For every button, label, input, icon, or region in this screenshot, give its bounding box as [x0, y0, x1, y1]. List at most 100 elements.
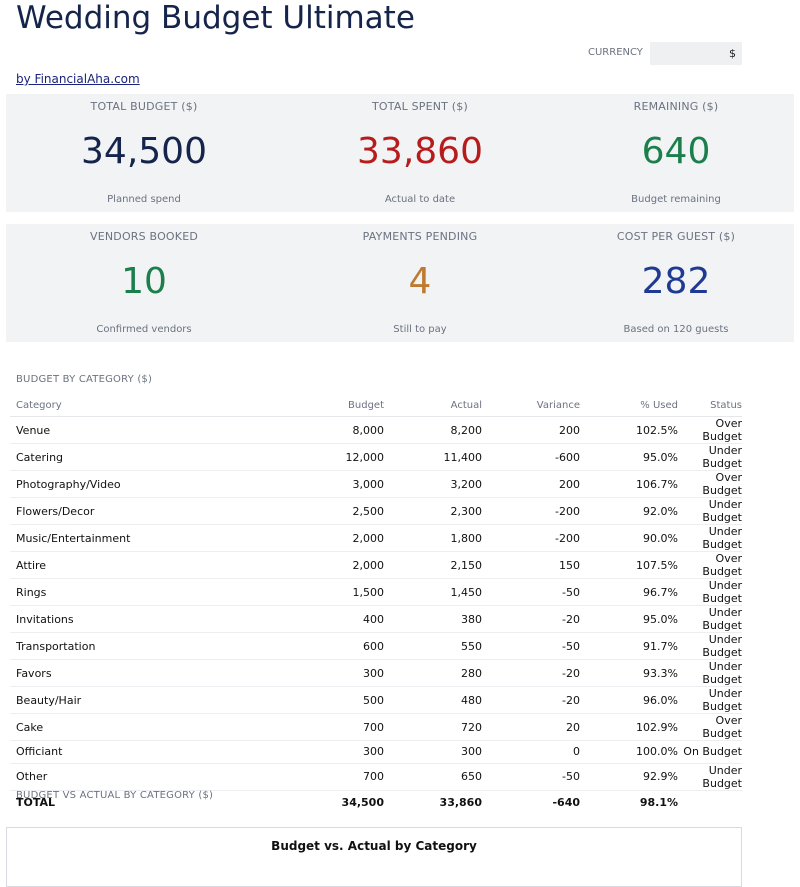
- cell-pct-used: 106.7%: [580, 470, 678, 498]
- cell-pct-used: 100.0%: [580, 740, 678, 764]
- kpi-panel-row-2: VENDORS BOOKED 10 Confirmed vendors PAYM…: [6, 224, 794, 342]
- column-header-variance: Variance: [482, 394, 580, 417]
- table-row: Officiant 300 300 0 100.0% On Budget: [10, 740, 742, 764]
- cell-budget: 600: [306, 632, 384, 660]
- chart-section-label: BUDGET VS ACTUAL BY CATEGORY ($): [16, 790, 214, 801]
- total-cell-category: TOTAL: [10, 789, 306, 815]
- kpi-payments-pending: PAYMENTS PENDING 4 Still to pay: [282, 224, 558, 342]
- cell-category: Music/Entertainment: [10, 524, 306, 552]
- cell-budget: 12,000: [306, 443, 384, 471]
- table-row: Beauty/Hair 500 480 -20 96.0% Under Budget: [10, 686, 742, 714]
- kpi-label: REMAINING ($): [633, 100, 719, 113]
- table-row: Music/Entertainment 2,000 1,800 -200 90.0% Un…: [10, 524, 742, 552]
- table-row: Other 700 650 -50 92.9% Under Budget: [10, 763, 742, 791]
- cell-actual: 480: [384, 686, 482, 714]
- cell-actual: 11,400: [384, 443, 482, 471]
- table-row: Photography/Video 3,000 3,200 200 106.7% Over…: [10, 470, 742, 498]
- currency-input[interactable]: $: [650, 42, 742, 65]
- cell-variance: 20: [482, 713, 580, 741]
- cell-actual: 2,150: [384, 551, 482, 579]
- cell-actual: 650: [384, 763, 482, 791]
- column-header-budget: Budget: [306, 394, 384, 417]
- column-header-status: Status: [678, 394, 742, 417]
- cell-variance: 0: [482, 740, 580, 764]
- table-row: Rings 1,500 1,450 -50 96.7% Under Budget: [10, 578, 742, 606]
- budget-section-label: BUDGET BY CATEGORY ($): [16, 374, 153, 385]
- kpi-caption: Confirmed vendors: [96, 324, 192, 335]
- cell-status: Under Budget: [678, 524, 742, 552]
- cell-status: Under Budget: [678, 686, 742, 714]
- cell-category: Venue: [10, 416, 306, 444]
- cell-actual: 380: [384, 605, 482, 633]
- cell-variance: -20: [482, 605, 580, 633]
- kpi-caption: Actual to date: [384, 194, 456, 205]
- total-cell-status: [678, 789, 742, 815]
- table-total-row: TOTAL 34,500 33,860 -640 98.1%: [10, 789, 742, 815]
- kpi-value: 640: [641, 131, 711, 172]
- cell-pct-used: 92.0%: [580, 497, 678, 525]
- table-row: Invitations 400 380 -20 95.0% Under Budget: [10, 605, 742, 633]
- cell-pct-used: 96.0%: [580, 686, 678, 714]
- cell-budget: 700: [306, 713, 384, 741]
- kpi-remaining: REMAINING ($) 640 Budget remaining: [538, 94, 800, 212]
- currency-label: CURRENCY: [588, 47, 643, 58]
- kpi-caption: Based on 120 guests: [623, 324, 729, 335]
- budget-table: Category Budget Actual Variance % Used S…: [10, 394, 742, 815]
- cell-pct-used: 91.7%: [580, 632, 678, 660]
- cell-category: Attire: [10, 551, 306, 579]
- page-title: Wedding Budget Ultimate: [16, 0, 415, 36]
- cell-category: Flowers/Decor: [10, 497, 306, 525]
- cell-actual: 720: [384, 713, 482, 741]
- table-row: Attire 2,000 2,150 150 107.5% Over Budget: [10, 551, 742, 579]
- column-header-actual: Actual: [384, 394, 482, 417]
- kpi-value: 34,500: [81, 131, 207, 172]
- kpi-label: VENDORS BOOKED: [89, 230, 199, 243]
- cell-category: Other: [10, 763, 306, 791]
- total-cell-variance: -640: [482, 789, 580, 815]
- cell-category: Catering: [10, 443, 306, 471]
- chart-title: Budget vs. Actual by Category: [271, 839, 477, 853]
- cell-category: Cake: [10, 713, 306, 741]
- kpi-value: 282: [641, 261, 711, 302]
- cell-status: On Budget: [678, 740, 742, 764]
- cell-status: Under Budget: [678, 443, 742, 471]
- cell-pct-used: 92.9%: [580, 763, 678, 791]
- cell-pct-used: 107.5%: [580, 551, 678, 579]
- cell-budget: 300: [306, 740, 384, 764]
- total-cell-actual: 33,860: [384, 789, 482, 815]
- kpi-label: PAYMENTS PENDING: [362, 230, 478, 243]
- cell-variance: 150: [482, 551, 580, 579]
- cell-budget: 700: [306, 763, 384, 791]
- cell-variance: 200: [482, 416, 580, 444]
- cell-actual: 8,200: [384, 416, 482, 444]
- kpi-caption: Planned spend: [107, 194, 181, 205]
- cell-category: Photography/Video: [10, 470, 306, 498]
- cell-budget: 300: [306, 659, 384, 687]
- column-header-category: Category: [10, 394, 306, 417]
- table-row: Favors 300 280 -20 93.3% Under Budget: [10, 659, 742, 687]
- kpi-total-budget: TOTAL BUDGET ($) 34,500 Planned spend: [6, 94, 282, 212]
- cell-status: Under Budget: [678, 605, 742, 633]
- kpi-label: TOTAL SPENT ($): [372, 100, 468, 113]
- table-header-row: Category Budget Actual Variance % Used S…: [10, 394, 742, 417]
- kpi-panel-row-1: TOTAL BUDGET ($) 34,500 Planned spend TO…: [6, 94, 794, 212]
- byline-link[interactable]: by FinancialAha.com: [16, 72, 140, 86]
- cell-variance: 200: [482, 470, 580, 498]
- kpi-total-spent: TOTAL SPENT ($) 33,860 Actual to date: [282, 94, 558, 212]
- cell-variance: -20: [482, 686, 580, 714]
- cell-variance: -50: [482, 763, 580, 791]
- cell-variance: -20: [482, 659, 580, 687]
- cell-status: Under Budget: [678, 659, 742, 687]
- cell-category: Beauty/Hair: [10, 686, 306, 714]
- cell-actual: 280: [384, 659, 482, 687]
- cell-category: Transportation: [10, 632, 306, 660]
- kpi-value: 33,860: [357, 131, 483, 172]
- cell-actual: 3,200: [384, 470, 482, 498]
- cell-budget: 400: [306, 605, 384, 633]
- cell-category: Rings: [10, 578, 306, 606]
- cell-status: Over Budget: [678, 713, 742, 741]
- cell-pct-used: 93.3%: [580, 659, 678, 687]
- cell-budget: 2,500: [306, 497, 384, 525]
- cell-status: Under Budget: [678, 632, 742, 660]
- cell-actual: 300: [384, 740, 482, 764]
